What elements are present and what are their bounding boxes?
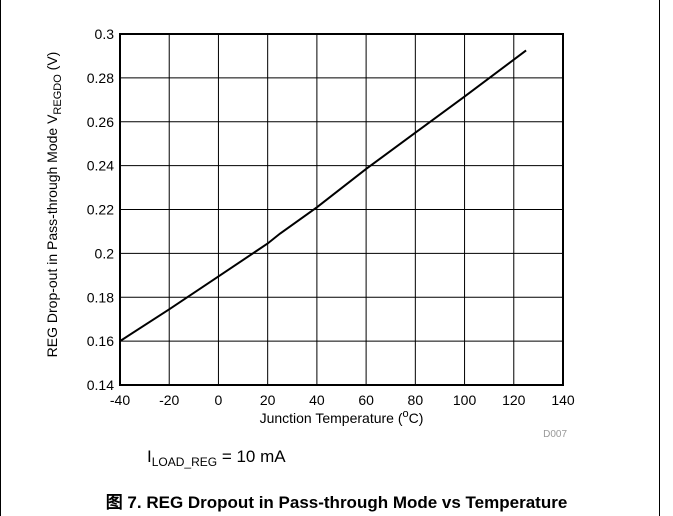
- x-tick-label: 0: [215, 392, 223, 408]
- y-tick-label: 0.3: [95, 26, 115, 42]
- figure-id: D007: [543, 429, 567, 440]
- x-tick-label: 60: [358, 392, 374, 408]
- y-axis-ticks: 0.14 0.16 0.18 0.2 0.22 0.24 0.26 0.28 0.3: [87, 26, 114, 393]
- x-tick-label: -40: [110, 392, 130, 408]
- y-tick-label: 0.18: [87, 289, 114, 305]
- x-tick-label: 80: [408, 392, 424, 408]
- x-axis-ticks: -40 -20 0 20 40 60 80 100 120 140: [110, 392, 575, 408]
- y-tick-label: 0.16: [87, 333, 114, 349]
- y-tick-label: 0.14: [87, 377, 114, 393]
- series-line: [119, 49, 527, 342]
- x-tick-label: 120: [502, 392, 526, 408]
- x-tick-label: -20: [159, 392, 179, 408]
- y-tick-label: 0.28: [87, 70, 114, 86]
- x-tick-label: 20: [260, 392, 276, 408]
- grid-lines: [119, 33, 564, 386]
- plot-area: [119, 33, 564, 386]
- series-group: [119, 49, 527, 342]
- x-tick-label: 100: [453, 392, 477, 408]
- figure-caption: 图 7. REG Dropout in Pass-through Mode vs…: [105, 493, 568, 512]
- y-axis-label: REG Drop-out in Pass-through Mode VREGDO…: [44, 52, 64, 358]
- test-condition: ILOAD_REG = 10 mA: [147, 447, 286, 469]
- x-tick-label: 140: [551, 392, 575, 408]
- y-tick-label: 0.22: [87, 202, 114, 218]
- y-tick-label: 0.26: [87, 114, 114, 130]
- x-axis-label: Junction Temperature (oC): [260, 408, 424, 426]
- y-tick-label: 0.24: [87, 158, 114, 174]
- y-tick-label: 0.2: [95, 245, 115, 261]
- x-tick-label: 40: [309, 392, 325, 408]
